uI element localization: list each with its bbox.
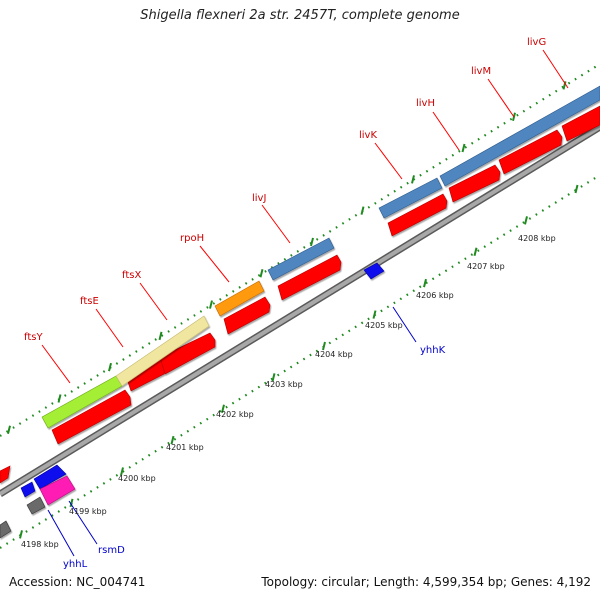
cds-arrow-livM <box>498 129 563 175</box>
kbp-label: 4207 kbp <box>467 262 505 271</box>
outer-major-tick <box>360 206 365 215</box>
gene-label-ftsX: ftsX <box>122 270 141 281</box>
kbp-label: 4199 kbp <box>69 507 107 516</box>
cds-arrow-livJ <box>277 254 342 301</box>
forward-cds-features <box>0 105 600 484</box>
inner-major-tick <box>271 373 276 382</box>
inner-major-tick <box>322 341 326 351</box>
gene-label-livK: livK <box>359 130 377 141</box>
gene-label-rsmD: rsmD <box>98 545 125 556</box>
kbp-label: 4208 kbp <box>518 234 556 243</box>
gene-label-ftsE: ftsE <box>80 296 99 307</box>
outer-major-tick <box>562 81 567 90</box>
gene-bar-yhhK <box>363 262 385 280</box>
outer-major-tick <box>209 300 213 309</box>
genome-backbone <box>0 124 600 497</box>
gene-bar-rpoH <box>214 280 265 317</box>
gene-bar-yhhL <box>20 481 36 498</box>
forward-label-leaders <box>41 49 569 384</box>
gene-bar-rsmD <box>39 475 76 506</box>
gene-bar-livJ <box>267 237 335 281</box>
reverse-gene-labels: yhhL rsmD yhhK <box>63 345 446 570</box>
inner-major-tick <box>524 216 528 225</box>
forward-gene-labels: ftsY ftsE ftsX rpoH livJ livK livH livM livG <box>24 37 546 343</box>
gene-label-livJ: livJ <box>252 193 266 204</box>
gene-bar-gray-2 <box>0 520 12 539</box>
outer-major-tick <box>411 175 415 184</box>
kbp-label: 4205 kbp <box>365 321 403 330</box>
cds-arrow-livK <box>387 193 448 237</box>
inner-major-tick <box>574 184 579 194</box>
kbp-label: 4201 kbp <box>166 443 204 452</box>
kbp-label: 4206 kbp <box>416 291 454 300</box>
gene-bar-gray-1 <box>26 496 46 515</box>
gene-label-livH: livH <box>416 98 435 109</box>
gene-label-rpoH: rpoH <box>180 233 204 244</box>
inner-tick-ring <box>0 174 600 549</box>
cds-arrow-1 <box>0 465 11 484</box>
inner-major-tick <box>120 467 124 476</box>
kbp-label: 4202 kbp <box>216 410 254 419</box>
gene-label-ftsY: ftsY <box>24 332 43 343</box>
outer-major-tick <box>310 237 314 247</box>
kbp-label: 4200 kbp <box>118 474 156 483</box>
outer-major-tick <box>108 362 112 372</box>
outer-major-tick <box>57 394 62 403</box>
reverse-gene-features <box>0 262 385 539</box>
outer-major-tick <box>259 269 264 278</box>
gene-label-livM: livM <box>471 66 491 77</box>
forward-gene-bars <box>41 85 600 429</box>
outer-tick-ring <box>0 63 600 437</box>
cds-arrow-rpoH <box>223 296 271 335</box>
kbp-label: 4204 kbp <box>315 350 353 359</box>
map-title: Shigella flexneri 2a str. 2457T, complet… <box>140 8 460 23</box>
gene-label-yhhK: yhhK <box>420 345 446 356</box>
inner-major-tick <box>473 247 478 257</box>
inner-major-tick <box>221 404 225 413</box>
inner-major-tick <box>372 310 377 319</box>
kbp-label: 4198 kbp <box>21 540 59 549</box>
inner-major-tick <box>423 278 427 288</box>
inner-major-tick <box>170 435 175 445</box>
kbp-label: 4203 kbp <box>265 380 303 389</box>
gene-bar-ftsE-ftsX <box>115 315 210 387</box>
inner-major-tick <box>69 498 74 508</box>
inner-major-tick <box>19 530 23 539</box>
outer-major-tick <box>461 143 466 153</box>
cds-arrow-ftsX <box>159 332 216 375</box>
cds-arrow-livH <box>448 164 501 203</box>
gene-label-livG: livG <box>527 37 546 48</box>
accession-label: Accession: NC_004741 <box>9 575 146 589</box>
genome-summary-label: Topology: circular; Length: 4,599,354 bp… <box>261 575 591 589</box>
gene-bar-livK <box>378 177 443 219</box>
gene-bar-livH-livM-livG <box>439 85 600 187</box>
outer-major-tick <box>7 425 11 435</box>
gene-bar-rsmD-upper <box>33 464 67 490</box>
reverse-label-leaders <box>47 306 417 557</box>
cds-arrow-ftsY <box>51 389 132 445</box>
outer-major-tick <box>158 331 163 341</box>
cds-arrow-livG <box>561 105 600 142</box>
gene-label-yhhL: yhhL <box>63 559 88 570</box>
kbp-labels: 4198 kbp 4199 kbp 4200 kbp 4201 kbp 4202 kbp… <box>21 234 556 549</box>
